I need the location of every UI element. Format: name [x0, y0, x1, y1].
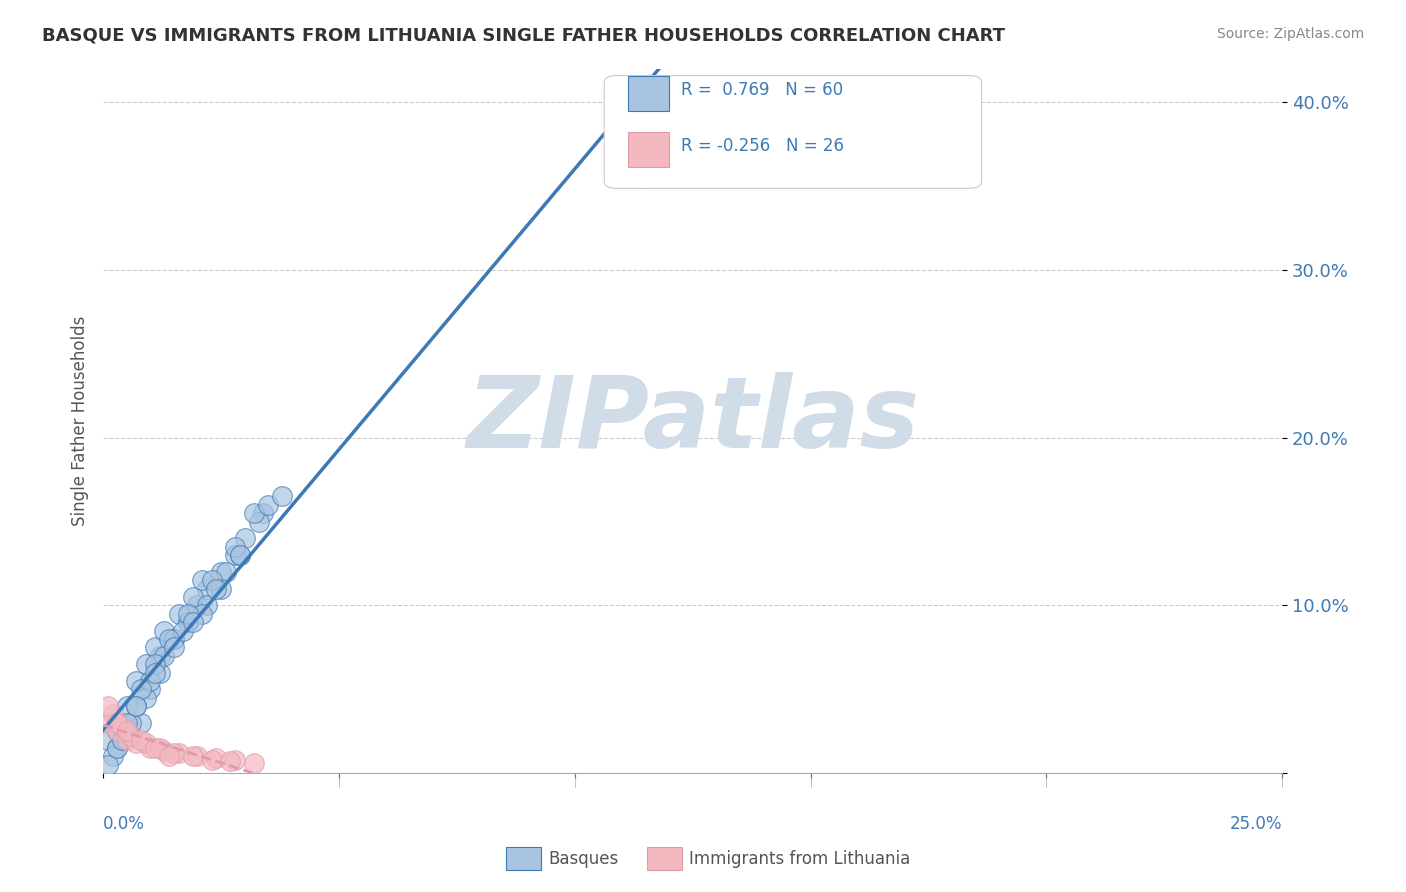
Text: BASQUE VS IMMIGRANTS FROM LITHUANIA SINGLE FATHER HOUSEHOLDS CORRELATION CHART: BASQUE VS IMMIGRANTS FROM LITHUANIA SING…	[42, 27, 1005, 45]
Point	[115, 724, 138, 739]
Point	[157, 749, 180, 764]
Point	[111, 719, 134, 733]
Point	[224, 753, 246, 767]
Point	[139, 741, 162, 756]
Point	[252, 506, 274, 520]
Point	[101, 707, 124, 722]
Point	[105, 724, 128, 739]
Point	[229, 548, 252, 562]
Point	[177, 607, 200, 621]
Point	[163, 632, 186, 646]
Point	[97, 699, 120, 714]
Point	[181, 590, 204, 604]
Point	[181, 615, 204, 630]
Point	[247, 515, 270, 529]
Point	[205, 582, 228, 596]
Point	[135, 736, 157, 750]
Text: 0.0%: 0.0%	[103, 815, 145, 833]
Point	[97, 732, 120, 747]
Point	[105, 741, 128, 756]
Point	[125, 736, 148, 750]
Point	[143, 741, 166, 756]
Point	[209, 565, 232, 579]
Point	[177, 615, 200, 630]
Text: Source: ZipAtlas.com: Source: ZipAtlas.com	[1216, 27, 1364, 41]
Point	[111, 732, 134, 747]
Point	[181, 749, 204, 764]
Point	[271, 489, 294, 503]
Point	[229, 548, 252, 562]
Point	[167, 746, 190, 760]
Text: Immigrants from Lithuania: Immigrants from Lithuania	[689, 850, 910, 868]
Point	[115, 715, 138, 730]
Point	[115, 724, 138, 739]
Point	[195, 599, 218, 613]
Point	[195, 582, 218, 596]
Point	[125, 673, 148, 688]
Point	[143, 665, 166, 680]
Point	[177, 615, 200, 630]
Point	[120, 715, 142, 730]
Point	[111, 732, 134, 747]
Point	[153, 648, 176, 663]
Point	[191, 607, 214, 621]
Point	[97, 757, 120, 772]
Point	[201, 753, 224, 767]
Point	[243, 756, 266, 771]
Point	[153, 744, 176, 758]
Point	[143, 657, 166, 672]
Point	[163, 640, 186, 655]
Point	[219, 755, 242, 769]
Text: ZIPatlas: ZIPatlas	[467, 372, 920, 469]
Point	[125, 699, 148, 714]
Point	[139, 682, 162, 697]
Point	[224, 540, 246, 554]
Point	[120, 729, 142, 743]
Point	[186, 749, 208, 764]
Point	[139, 673, 162, 688]
Point	[243, 506, 266, 520]
Point	[172, 624, 194, 638]
Point	[105, 741, 128, 756]
Point	[129, 715, 152, 730]
Point	[157, 632, 180, 646]
Point	[149, 741, 172, 756]
Point	[205, 751, 228, 765]
Point	[201, 573, 224, 587]
Point	[209, 582, 232, 596]
Point	[97, 715, 120, 730]
Point	[186, 599, 208, 613]
Point	[215, 565, 238, 579]
Point	[125, 699, 148, 714]
Point	[167, 607, 190, 621]
Text: R =  0.769   N = 60: R = 0.769 N = 60	[681, 80, 844, 99]
Text: 25.0%: 25.0%	[1230, 815, 1282, 833]
Point	[101, 749, 124, 764]
Text: R = -0.256   N = 26: R = -0.256 N = 26	[681, 137, 844, 155]
FancyBboxPatch shape	[605, 76, 981, 188]
Point	[149, 648, 172, 663]
Point	[143, 640, 166, 655]
Point	[115, 732, 138, 747]
Point	[115, 699, 138, 714]
Point	[149, 665, 172, 680]
Point	[163, 632, 186, 646]
Y-axis label: Single Father Households: Single Father Households	[72, 316, 89, 526]
Point	[129, 732, 152, 747]
Point	[191, 573, 214, 587]
Point	[129, 682, 152, 697]
Point	[634, 170, 657, 185]
Point	[163, 746, 186, 760]
Text: Basques: Basques	[548, 850, 619, 868]
Point	[105, 715, 128, 730]
FancyBboxPatch shape	[628, 76, 669, 111]
FancyBboxPatch shape	[628, 132, 669, 167]
Point	[257, 498, 280, 512]
Point	[135, 657, 157, 672]
Point	[135, 690, 157, 705]
Point	[224, 548, 246, 562]
Point	[233, 531, 256, 545]
Point	[105, 724, 128, 739]
Point	[153, 624, 176, 638]
